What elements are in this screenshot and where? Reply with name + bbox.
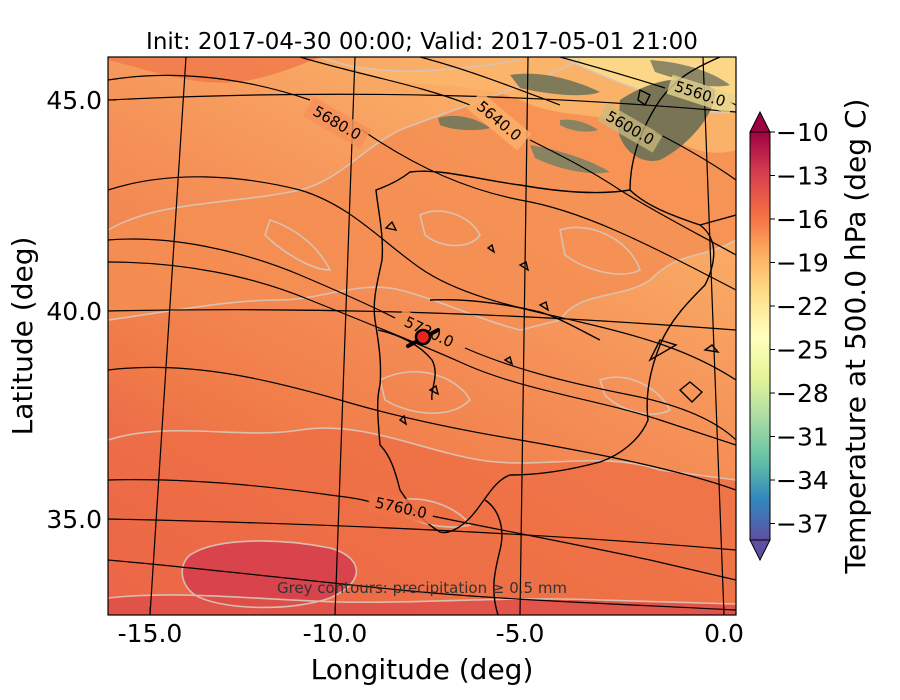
map-frame [107, 56, 737, 616]
island-outline [637, 88, 651, 107]
colorbar-extend-max [749, 110, 771, 133]
x-axis-label: Longitude (deg) [311, 653, 534, 686]
colorbar-label: Temperature at 500.0 hPa (deg C) [839, 99, 872, 575]
map-panel: 5680.0 5640.0 5600.0 5560.0 5720.0 5760.… [108, 57, 736, 615]
x-tick-label: -5.0 [496, 619, 545, 648]
x-axis: -15.0 -10.0 -5.0 0.0 Longitude (deg) [118, 607, 744, 686]
colorbar-tick-label: −13 [776, 162, 829, 191]
colorbar-tick-label: −25 [776, 336, 829, 365]
colorbar-tick-label: −22 [776, 292, 829, 321]
colorbar-ticks: −10 −13 −16 −19 −22 −25 −28 −31 −34 −37 [770, 118, 829, 539]
colorbar-tick-label: −19 [776, 249, 829, 278]
temperature-band [108, 57, 320, 83]
y-tick-label: 35.0 [46, 505, 102, 534]
colorbar-extend-min [749, 539, 771, 562]
temperature-band [182, 540, 357, 608]
coastline-east [699, 214, 736, 226]
island-outline [384, 220, 398, 231]
country-border [429, 298, 601, 341]
island-outline [398, 243, 550, 426]
island-outline [648, 339, 678, 362]
colorbar-tick-label: −34 [776, 466, 829, 495]
island-outline [678, 381, 704, 403]
geopotential-contours [108, 57, 736, 611]
y-axis: 45.0 40.0 35.0 Latitude (deg) [6, 86, 116, 534]
coastlines [373, 57, 736, 615]
map-title: Init: 2017-04-30 00:00; Valid: 2017-05-0… [146, 29, 698, 55]
temperature-contours [108, 57, 736, 609]
location-marker [406, 328, 440, 348]
colorbar-scale [749, 131, 771, 541]
colorbar-tick-label: −28 [776, 379, 829, 408]
x-tick-label: -10.0 [303, 619, 368, 648]
x-tick-label: 0.0 [704, 619, 744, 648]
y-axis-label: Latitude (deg) [6, 237, 39, 436]
country-border [377, 329, 436, 401]
colorbar-tick-label: −31 [776, 423, 829, 452]
morocco-coast [484, 499, 503, 615]
y-tick-label: 45.0 [46, 86, 102, 115]
colorbar-tick-label: −10 [776, 118, 829, 147]
y-tick-label: 40.0 [46, 297, 102, 326]
colorbar-tick-label: −37 [776, 510, 829, 539]
country-border [629, 57, 721, 191]
precipitation-note: Grey contours: precipitation ≥ 0.5 mm [277, 579, 567, 597]
colorbar-tick-label: −16 [776, 205, 829, 234]
colorbar: −10 −13 −16 −19 −22 −25 −28 −31 −34 −37 Temperatu… [749, 99, 872, 575]
iberian-coastline [373, 170, 715, 534]
island-outline [703, 344, 720, 353]
x-tick-label: -15.0 [118, 619, 183, 648]
